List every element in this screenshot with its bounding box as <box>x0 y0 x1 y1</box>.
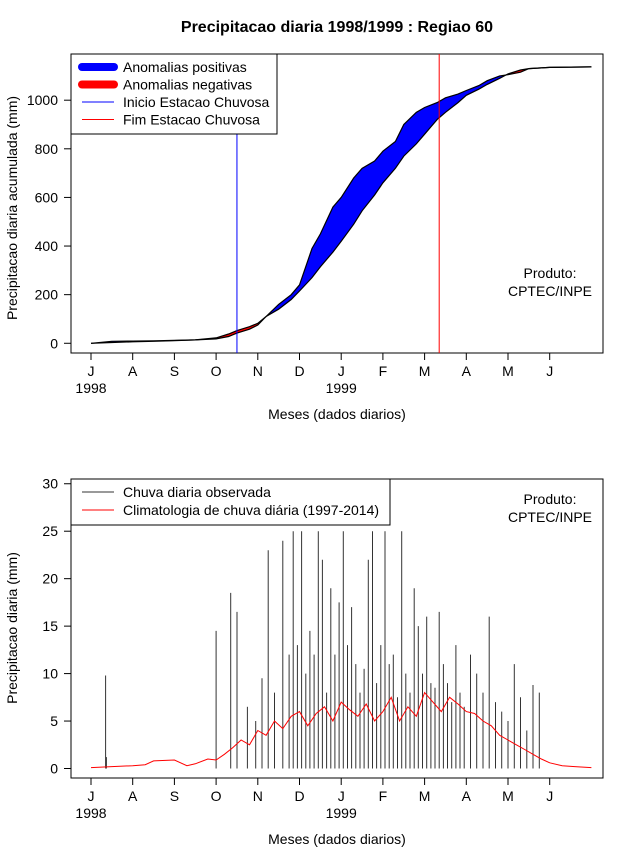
top-x-tick-label: O <box>211 363 222 379</box>
top-y-axis-label: Precipitacao diaria acumulada (mm) <box>4 96 20 320</box>
positive-anomaly-area <box>268 73 508 316</box>
top-x-tick-label: S <box>170 363 179 379</box>
bottom-y-tick-label: 20 <box>42 571 58 587</box>
bottom-y-tick-label: 5 <box>50 713 58 729</box>
top-year-label: 1999 <box>326 380 357 396</box>
top-product-label-2: CPTEC/INPE <box>508 283 592 299</box>
top-x-axis-label: Meses (dados diarios) <box>268 406 406 422</box>
top-x-tick-label: J <box>546 363 553 379</box>
top-x-tick-label: D <box>294 363 304 379</box>
bottom-legend-label: Climatologia de chuva diária (1997-2014) <box>123 502 379 518</box>
bottom-y-tick-label: 30 <box>42 476 58 492</box>
bottom-legend-box <box>70 478 391 526</box>
top-x-tick-label: A <box>462 363 472 379</box>
bottom-y-tick-label: 15 <box>42 618 58 634</box>
bottom-product-label-2: CPTEC/INPE <box>508 509 592 525</box>
bottom-x-tick-label: J <box>546 788 553 804</box>
bottom-x-tick-label: J <box>338 788 345 804</box>
bottom-year-label: 1998 <box>75 805 106 821</box>
bottom-y-tick-label: 10 <box>42 666 58 682</box>
bottom-x-tick-label: O <box>211 788 222 804</box>
bottom-y-axis-label: Precipitacao diaria (mm) <box>4 552 20 704</box>
top-year-label: 1998 <box>75 380 106 396</box>
climatology-daily-line <box>90 691 592 769</box>
top-x-tick-label: J <box>88 363 95 379</box>
top-plot-frame <box>70 53 604 354</box>
bottom-x-axis-label: Meses (dados diarios) <box>268 831 406 847</box>
top-y-tick-label: 800 <box>35 141 59 157</box>
top-legend-label: Fim Estacao Chuvosa <box>123 112 260 128</box>
top-legend-label: Inicio Estacao Chuvosa <box>123 94 270 110</box>
top-legend-label: Anomalias positivas <box>123 59 247 75</box>
bottom-x-tick-label: A <box>128 788 138 804</box>
chart-title: Precipitacao diaria 1998/1999 : Regiao 6… <box>181 19 493 36</box>
bottom-x-tick-label: M <box>502 788 514 804</box>
bottom-x-tick-label: N <box>253 788 263 804</box>
top-x-tick-label: M <box>419 363 431 379</box>
top-y-tick-label: 1000 <box>27 92 58 108</box>
negative-anomaly-area <box>197 314 269 340</box>
top-x-tick-label: A <box>128 363 138 379</box>
bottom-product-label-1: Produto: <box>524 491 577 507</box>
top-x-tick-label: N <box>253 363 263 379</box>
top-y-tick-label: 400 <box>35 238 59 254</box>
top-y-tick-label: 0 <box>50 335 58 351</box>
bottom-y-tick-label: 25 <box>42 523 58 539</box>
top-legend-label: Anomalias negativas <box>123 77 252 93</box>
bottom-x-tick-label: F <box>379 788 388 804</box>
bottom-x-tick-label: S <box>170 788 179 804</box>
bottom-legend-label: Chuva diaria observada <box>123 484 271 500</box>
bottom-year-label: 1999 <box>326 805 357 821</box>
top-y-tick-label: 600 <box>35 189 59 205</box>
bottom-x-tick-label: J <box>88 788 95 804</box>
climatology-cumulative-line <box>90 66 592 344</box>
top-x-tick-label: M <box>502 363 514 379</box>
top-x-tick-label: J <box>338 363 345 379</box>
bottom-y-tick-label: 0 <box>50 761 58 777</box>
top-product-label-1: Produto: <box>524 265 577 281</box>
bottom-x-tick-label: D <box>294 788 304 804</box>
bottom-x-tick-label: A <box>462 788 472 804</box>
observed-cumulative-line <box>90 66 592 344</box>
top-x-tick-label: F <box>379 363 388 379</box>
top-y-tick-label: 200 <box>35 287 59 303</box>
bottom-x-tick-label: M <box>419 788 431 804</box>
